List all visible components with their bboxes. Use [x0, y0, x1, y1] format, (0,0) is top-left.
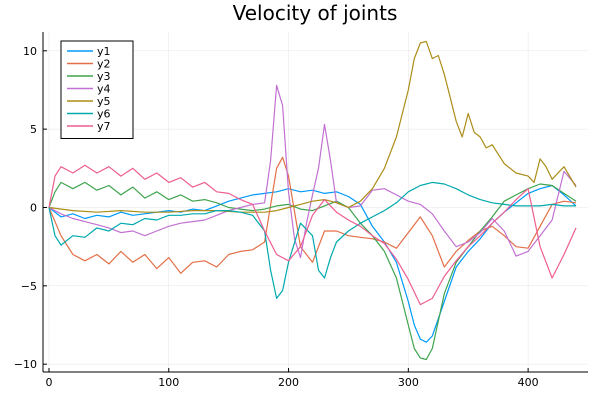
x-tick-label: 200 — [278, 376, 299, 389]
legend-box — [60, 40, 134, 139]
series-line-y4 — [48, 84, 577, 259]
y-tick-label: −5 — [21, 280, 37, 293]
y-tick-label: −10 — [14, 358, 37, 371]
x-tick-label: 400 — [518, 376, 539, 389]
chart-title: Velocity of joints — [233, 1, 398, 25]
x-tick-label: 0 — [45, 376, 52, 389]
series-line-y7 — [48, 164, 577, 306]
legend-label-y3: y3 — [97, 70, 111, 83]
y-tick-label: 0 — [30, 201, 37, 214]
series-lines — [48, 40, 577, 361]
grid — [43, 32, 588, 372]
x-tick-label: 100 — [158, 376, 179, 389]
legend-label-y2: y2 — [97, 58, 111, 71]
legend-label-y6: y6 — [97, 108, 111, 121]
legend-label-y1: y1 — [97, 45, 111, 58]
legend-label-y7: y7 — [97, 120, 111, 133]
legend-label-y5: y5 — [97, 95, 111, 108]
y-tick-label: 5 — [30, 123, 37, 136]
series-line-y1 — [48, 184, 577, 343]
x-tick-label: 300 — [398, 376, 419, 389]
legend-label-y4: y4 — [97, 83, 111, 96]
axes: 0 100 200 300 400 −10 −5 0 5 10 — [14, 32, 588, 389]
y-tick-label: 10 — [23, 45, 37, 58]
